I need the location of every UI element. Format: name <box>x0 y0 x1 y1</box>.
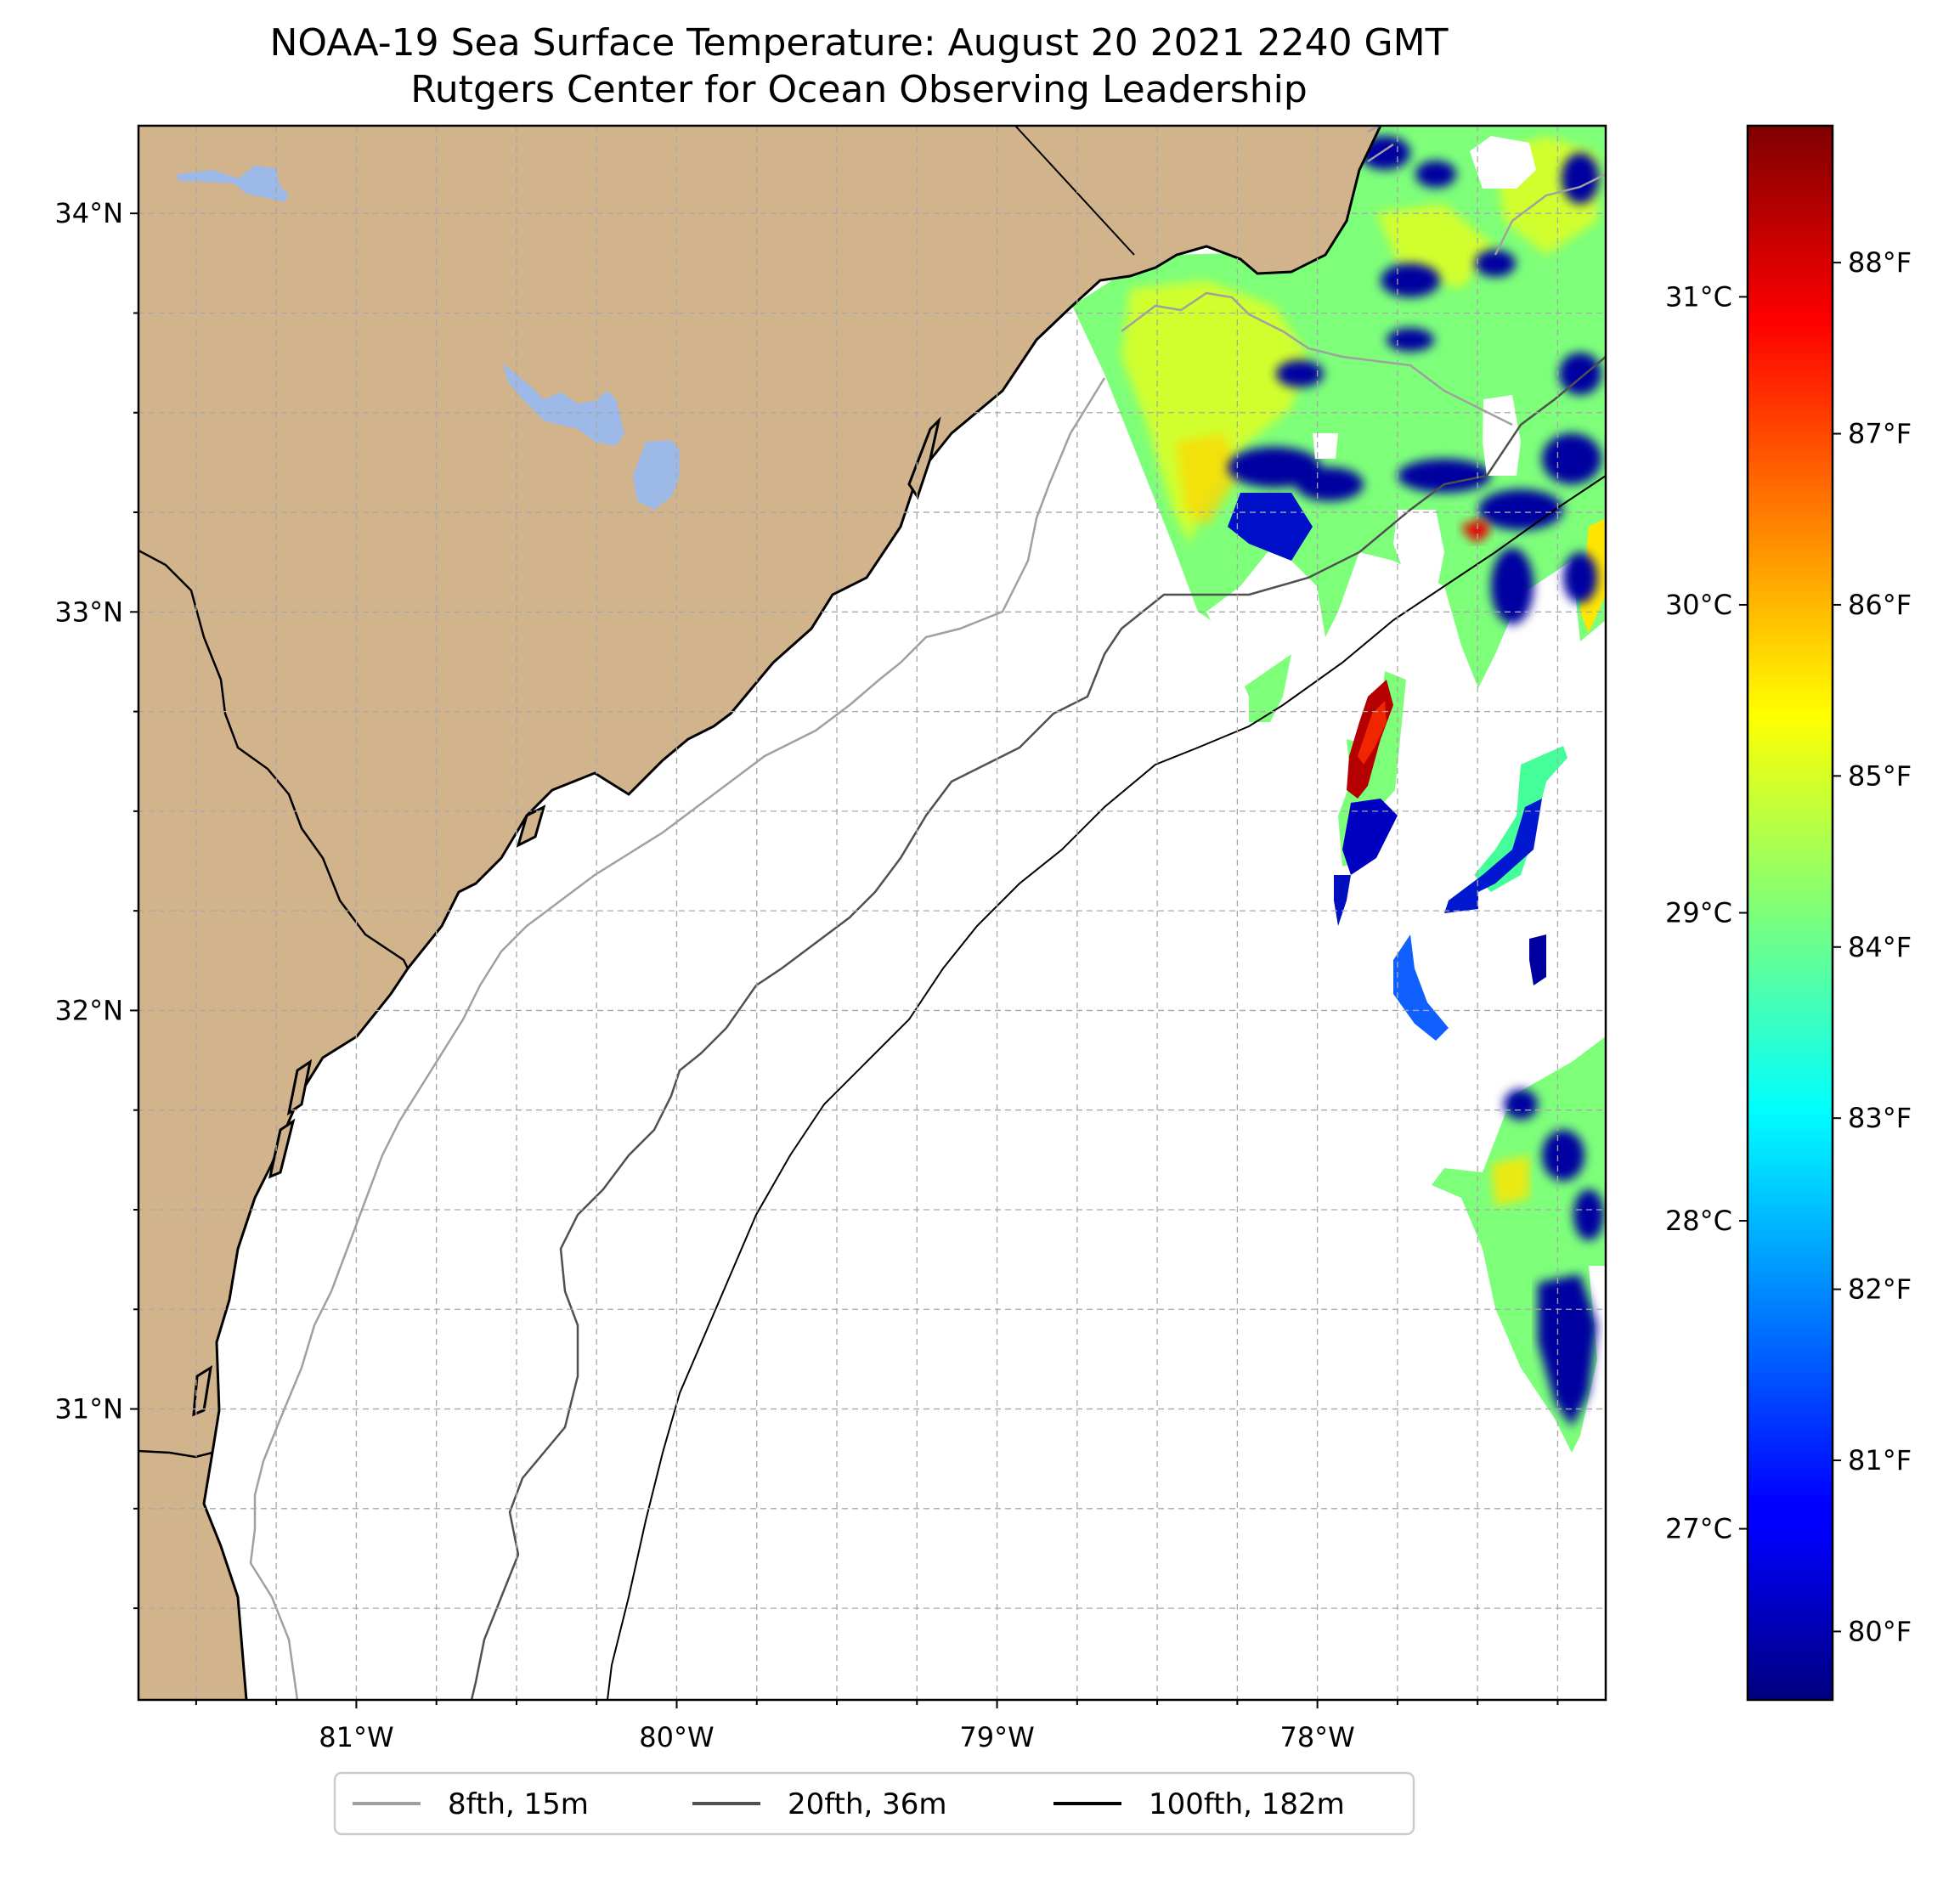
lake-marion <box>503 364 624 446</box>
state-border-north <box>1014 126 1135 256</box>
lon-axis: 81°W 80°W 79°W 78°W <box>195 1700 1559 1753</box>
legend-label-100fth: 100fth, 182m <box>1149 1787 1345 1821</box>
sst-swaths <box>1072 126 1606 1453</box>
isobath-legend: 8fth, 15m 20fth, 36m 100fth, 182m <box>333 1771 1415 1836</box>
legend-box <box>333 1771 1415 1836</box>
sst-fragment-f <box>1334 875 1351 926</box>
colorbar-celsius-ticks: 31°C 30°C 29°C 28°C 27°C <box>1665 280 1748 1545</box>
lat-tick-label: 31°N <box>54 1393 123 1426</box>
isobath-20fth <box>470 356 1606 1700</box>
colorbar-celsius-label: 30°C <box>1665 589 1732 621</box>
colorbar-celsius-label: 27°C <box>1665 1513 1732 1545</box>
lat-tick-label: 33°N <box>54 596 123 628</box>
sst-cold-north-shelf <box>1228 493 1313 561</box>
map-panel <box>138 126 1606 1700</box>
sst-fragment-e <box>1529 934 1546 985</box>
sst-fragment-south-eddies <box>1504 1089 1604 1240</box>
lon-tick-label: 79°W <box>959 1721 1034 1753</box>
colorbar-fahrenheit-label: 84°F <box>1848 931 1912 963</box>
lakes <box>177 166 680 510</box>
sst-fragment-c <box>1474 746 1567 892</box>
lat-axis: 34°N 33°N 32°N 31°N <box>54 197 138 1610</box>
colorbar-fahrenheit-label: 83°F <box>1848 1102 1912 1134</box>
sst-fragment-b-cold <box>1342 799 1398 875</box>
sst-gap-3 <box>1313 433 1338 459</box>
isobath-8fth <box>249 377 1106 1700</box>
colorbar-fahrenheit-label: 88°F <box>1848 246 1912 279</box>
colorbar-gradient <box>1746 124 1834 1702</box>
lat-tick-label: 32°N <box>54 994 123 1026</box>
lon-tick-label: 78°W <box>1279 1721 1354 1753</box>
sst-gap-4 <box>1393 510 1444 595</box>
sst-warm-band <box>1121 280 1308 544</box>
sst-hot-streak-core <box>1358 701 1387 765</box>
gridlines <box>138 126 1606 1700</box>
lake-moultrie <box>633 440 680 510</box>
colorbar-fahrenheit-label: 81°F <box>1848 1444 1912 1476</box>
sst-fragment-a <box>1245 654 1291 722</box>
colorbar-celsius-label: 31°C <box>1665 280 1732 313</box>
map-subtitle: Rutgers Center for Ocean Observing Leade… <box>410 68 1308 111</box>
colorbar-fahrenheit-label: 86°F <box>1848 589 1912 621</box>
map-frame <box>137 124 1607 1702</box>
sst-warm-patch-2 <box>1177 433 1240 527</box>
colorbar-fahrenheit-label: 85°F <box>1848 759 1912 792</box>
isobath-8fth-north <box>1121 126 1606 426</box>
sst-fragment-c-cold <box>1444 799 1542 913</box>
isobath-100fth <box>607 475 1606 1700</box>
map-title: NOAA-19 Sea Surface Temperature: August … <box>270 21 1449 65</box>
land-mass <box>138 126 1381 1700</box>
sst-gap-1 <box>1470 136 1536 189</box>
lon-tick-label: 80°W <box>639 1721 714 1753</box>
sst-cold-eddies <box>1228 136 1601 624</box>
colorbar-celsius-label: 28°C <box>1665 1205 1732 1237</box>
coastline <box>202 126 1382 1700</box>
lat-tick-label: 34°N <box>54 197 123 229</box>
colorbar-fahrenheit-label: 87°F <box>1848 418 1912 450</box>
lake-north <box>177 166 289 202</box>
sst-hot-eddy-north <box>1460 518 1491 544</box>
lon-tick-label: 81°W <box>319 1721 393 1753</box>
legend-label-20fth: 20fth, 36m <box>788 1787 947 1821</box>
colorbar-fahrenheit-ticks: 88°F 87°F 86°F 85°F 84°F 83°F 82°F 81°F 80°F <box>1833 246 1912 1647</box>
sst-fragment-south-cold <box>1538 1274 1597 1427</box>
state-border-south <box>138 1449 213 1459</box>
sst-fragment-south-warm <box>1491 1155 1529 1206</box>
colorbar: 31°C 30°C 29°C 28°C 27°C 88°F 87°F 86°F 85°F 84°… <box>1665 124 1912 1702</box>
colorbar-fahrenheit-label: 80°F <box>1848 1615 1912 1647</box>
sst-fragment-d <box>1393 934 1449 1041</box>
colorbar-celsius-label: 29°C <box>1665 897 1732 929</box>
legend-label-8fth: 8fth, 15m <box>448 1787 589 1821</box>
colorbar-fahrenheit-label: 82°F <box>1848 1273 1912 1306</box>
